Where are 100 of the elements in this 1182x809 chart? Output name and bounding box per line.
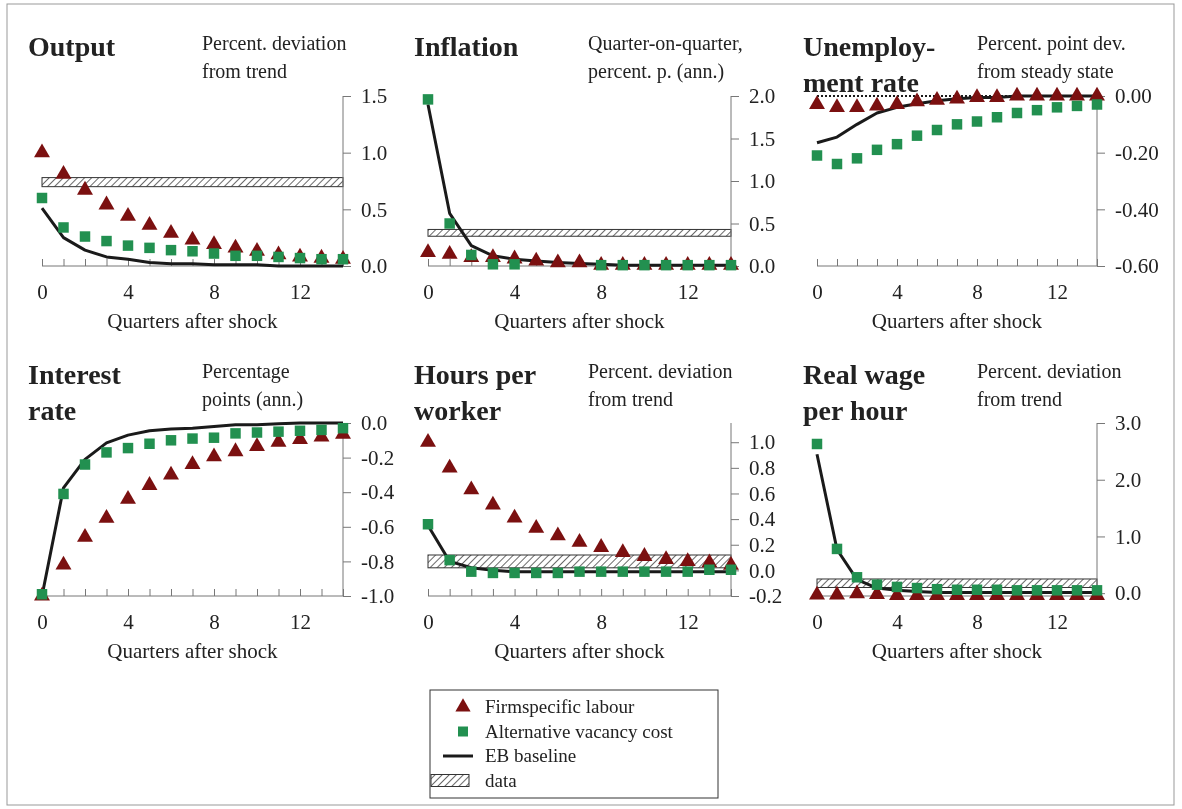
x-tick-label: 12 [677,279,699,304]
point [441,458,458,473]
point [851,572,863,583]
y-tick-label: 0.00 [1115,84,1152,109]
x-tick-label: 4 [123,279,135,304]
point [165,435,177,446]
point [79,459,91,470]
point [294,252,306,264]
point [420,433,436,447]
point [206,447,222,462]
x-tick-label: 8 [209,279,220,304]
x-tick-label: 8 [972,609,983,634]
point [549,253,566,268]
x-tick-label: 4 [892,609,904,634]
point [249,437,265,451]
y-tick-label: 1.5 [749,126,776,151]
y-tick-label: 0.0 [361,254,388,279]
point [316,424,327,436]
point [141,216,158,230]
point [187,246,198,257]
point [509,567,520,579]
y-axis-title: Percent. deviation from trend [202,32,347,82]
x-axis-title: Quarters after shock [494,639,666,663]
x-tick-label: 0 [812,609,823,634]
y-tick-label: -0.20 [1115,140,1159,165]
y-axis-title: Percentage points (ann.) [202,360,304,411]
point [101,447,112,458]
point [571,253,588,268]
point [871,579,883,590]
y-tick-label: 0.5 [361,197,388,222]
point [36,192,48,204]
point [55,165,72,179]
point [55,555,72,570]
legend-label: Firmspecific labour [485,696,635,717]
point [165,244,177,256]
point [163,223,179,238]
x-tick-label: 0 [812,279,823,304]
point [98,508,115,523]
x-tick-label: 4 [123,609,135,634]
point [1031,585,1043,596]
point [528,251,545,266]
legend-label: data [485,769,518,791]
point [530,567,542,579]
x-axis-title: Quarters after shock [871,309,1043,333]
chart-title: Interest rate [28,359,122,426]
point [251,427,263,438]
point [704,564,715,575]
point [144,438,155,449]
x-tick-label: 0 [423,609,434,634]
point [931,583,943,595]
chart-title: Hours per worker [414,359,537,426]
x-tick-label: 8 [596,609,607,634]
point [809,585,825,600]
y-tick-label: -0.2 [361,445,395,470]
point [951,584,963,595]
point [682,566,693,577]
point [829,585,845,600]
point [101,235,112,247]
point [1011,585,1023,596]
point [120,206,136,221]
x-axis-title: Quarters after shock [494,309,666,333]
y-tick-label: 0.8 [749,456,776,481]
y-tick-label: 1.5 [361,84,388,109]
point [187,433,198,444]
point [420,243,436,257]
x-tick-label: 12 [677,609,699,634]
point [528,518,545,533]
point [444,554,455,566]
y-tick-label: -0.4 [361,480,395,505]
y-tick-label: 0.0 [1115,581,1142,606]
chart-title: Unemploy- ment rate [803,31,936,98]
point [163,465,179,480]
x-tick-label: 8 [596,279,607,304]
point [509,259,520,270]
x-tick-label: 12 [290,609,311,634]
point [230,428,241,439]
point [120,489,136,504]
point [660,566,672,577]
point [208,248,220,259]
x-tick-label: 12 [1047,279,1068,304]
y-tick-label: 1.0 [1115,524,1142,549]
y-tick-label: 1.0 [749,169,776,194]
point [891,581,903,593]
point [77,527,93,542]
point [144,242,155,254]
point [991,584,1003,595]
x-tick-label: 0 [37,279,48,304]
point [251,250,263,262]
y-tick-label: 3.0 [1115,411,1142,436]
point [574,566,585,577]
x-axis-title: Quarters after shock [107,639,279,663]
point [273,426,284,437]
y-tick-label: 0.6 [749,481,776,506]
point [595,566,607,577]
y-tick-label: 0.0 [749,558,776,583]
point [658,550,675,565]
point [971,584,983,595]
point [811,438,823,450]
legend-label: Alternative vacancy cost [485,720,674,742]
chart-title: Output [28,31,116,62]
